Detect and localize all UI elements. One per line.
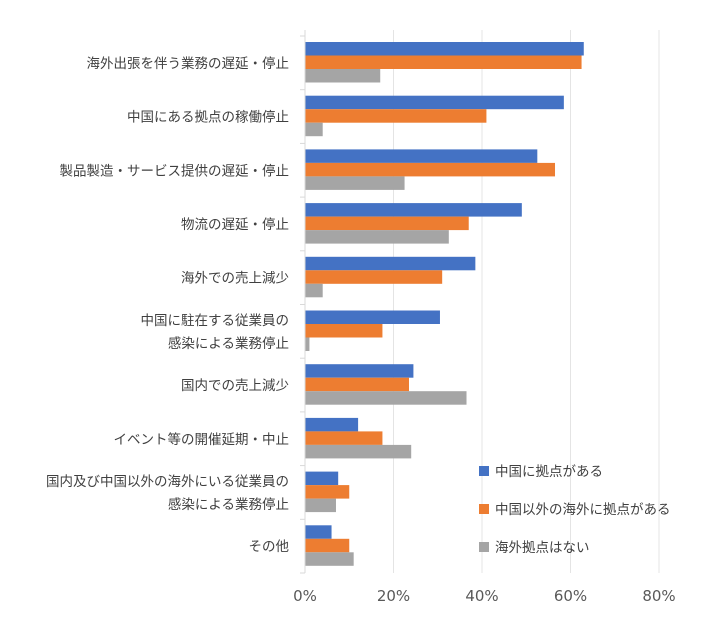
legend-label: 中国以外の海外に拠点がある [495,502,671,518]
bar [305,162,556,177]
category-label: その他 [249,539,290,555]
category-label: 海外出張を伴う業務の遅延・停止 [87,55,290,72]
bar [305,270,443,284]
x-tick-label: 20% [377,587,410,605]
bar [305,216,469,231]
category-label: 中国に駐在する従業員の [141,313,290,329]
bar [305,310,440,324]
category-label: 海外での売上減少 [181,270,289,287]
bar [305,417,359,432]
bar [305,203,522,217]
category-labels: 海外出張を伴う業務の遅延・停止中国にある拠点の稼働停止製品製造・サービス提供の遅… [46,55,289,555]
bar [305,176,405,190]
bar [305,283,323,298]
bar [305,149,538,163]
bar [305,444,412,459]
bar [305,337,310,351]
category-label: 製品製造・サービス提供の遅延・停止 [60,162,290,179]
bar [305,377,409,392]
x-tick-label: 80% [642,587,675,605]
bar [305,364,414,378]
category-label: 国内での売上減少 [181,377,289,394]
bar [305,122,323,137]
category-label: 感染による業務停止 [168,496,289,513]
category-label: 物流の遅延・停止 [181,216,289,233]
legend-swatch [479,504,489,514]
category-label: 中国にある拠点の稼働停止 [127,109,289,126]
category-label: 感染による業務停止 [168,335,289,352]
legend-label: 中国に拠点がある [495,464,603,480]
bar [305,230,449,244]
category-label: 国内及び中国以外の海外にいる従業員の [46,474,289,490]
bar [305,471,339,486]
axes [300,30,306,574]
bar [305,42,584,56]
bar [305,431,383,445]
bars [305,42,584,566]
bar [305,498,336,513]
legend-label: 海外拠点はない [495,540,590,556]
legend-swatch [479,542,489,552]
bar [305,525,332,539]
bar [305,324,383,338]
bar [305,69,381,83]
bar [305,538,350,553]
bar [305,55,582,69]
x-tick-labels: 0% 20% 40% 60% 80% [293,587,676,605]
bar [305,391,467,405]
x-tick-label: 40% [465,587,498,605]
legend-swatch [479,466,489,476]
category-label: イベント等の開催延期・中止 [114,431,290,448]
bar [305,95,564,110]
bar [305,552,354,566]
bar [305,256,476,271]
bar [305,109,487,123]
x-tick-label: 0% [293,587,317,605]
bar [305,485,350,499]
x-tick-label: 60% [554,587,587,605]
